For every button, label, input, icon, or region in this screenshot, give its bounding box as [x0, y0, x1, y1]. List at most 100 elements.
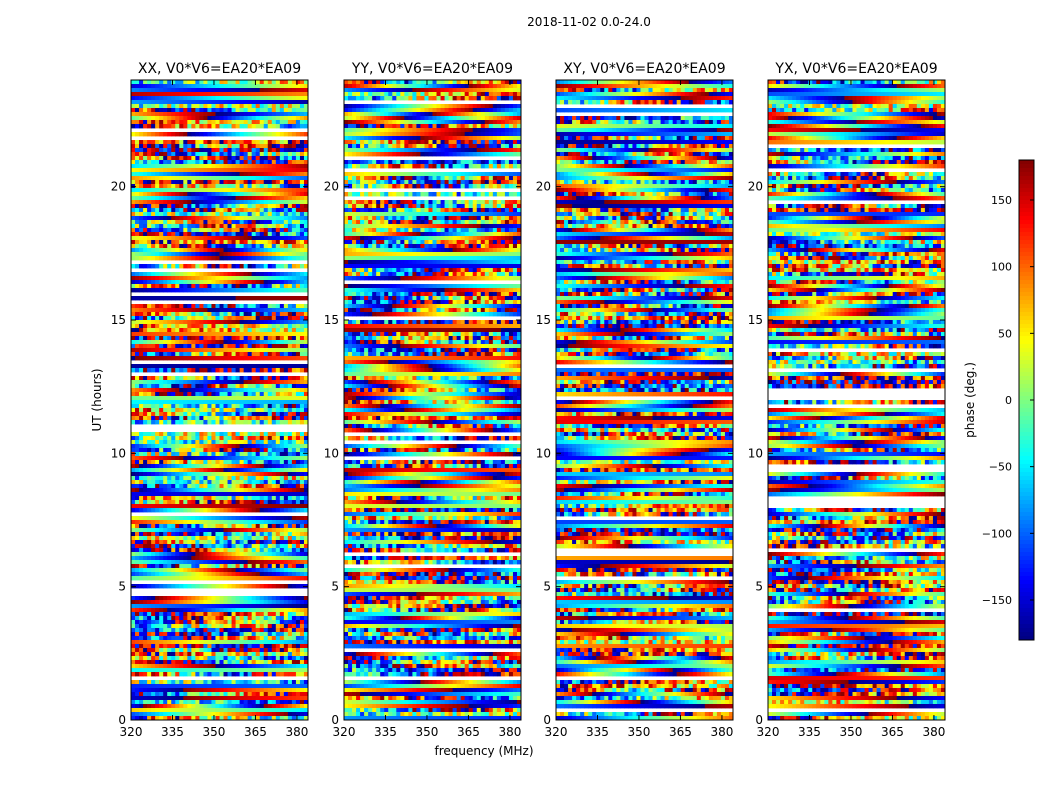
colorbar-step [1019, 516, 1034, 521]
x-tick-label: 335 [586, 725, 609, 739]
y-tick-label: 10 [748, 446, 763, 460]
colorbar-step [1019, 512, 1034, 517]
x-tick-label: 350 [628, 725, 651, 739]
colorbar-step [1019, 268, 1034, 273]
colorbar-step [1019, 392, 1034, 397]
colorbar-tick-label: −150 [982, 594, 1012, 607]
colorbar-step [1019, 624, 1034, 629]
colorbar-step [1019, 212, 1034, 217]
x-tick-label: 335 [374, 725, 397, 739]
colorbar-step [1019, 612, 1034, 617]
x-tick-label: 320 [120, 725, 143, 739]
x-tick-label: 350 [416, 725, 439, 739]
colorbar-step [1019, 404, 1034, 409]
y-tick-label: 20 [324, 180, 339, 194]
colorbar-step [1019, 244, 1034, 249]
colorbar-step [1019, 304, 1034, 309]
colorbar-step [1019, 172, 1034, 177]
colorbar-step [1019, 348, 1034, 353]
colorbar-step [1019, 276, 1034, 281]
x-axis-label: frequency (MHz) [434, 744, 533, 758]
colorbar-step [1019, 396, 1034, 401]
panel-title: XY, V0*V6=EA20*EA09 [563, 61, 725, 77]
colorbar-step [1019, 636, 1034, 641]
colorbar-tick-label: 0 [1005, 394, 1012, 407]
colorbar-step [1019, 384, 1034, 389]
colorbar-step [1019, 600, 1034, 605]
y-tick-label: 15 [324, 313, 339, 327]
heatmap-cells [768, 80, 946, 721]
colorbar-step [1019, 188, 1034, 193]
colorbar-step [1019, 428, 1034, 433]
panel-3: YX, V0*V6=EA20*EA09 320 335 350 365 380 0 5 10 15… [748, 61, 946, 739]
panel-0: XX, V0*V6=EA20*EA09 320 335 350 365 380 0 5 10 15… [90, 61, 309, 739]
colorbar-step [1019, 220, 1034, 225]
colorbar-step [1019, 564, 1034, 569]
x-tick-label: 350 [203, 725, 226, 739]
colorbar-step [1019, 224, 1034, 229]
colorbar-step [1019, 592, 1034, 597]
colorbar-step [1019, 176, 1034, 181]
colorbar-step [1019, 400, 1034, 405]
colorbar-step [1019, 184, 1034, 189]
colorbar-step [1019, 272, 1034, 277]
colorbar-step [1019, 288, 1034, 293]
colorbar-tick-label: 50 [998, 327, 1012, 340]
colorbar-step [1019, 300, 1034, 305]
panel-1: YY, V0*V6=EA20*EA09 320 335 350 365 380 0 5 10 15… [324, 61, 534, 758]
colorbar-step [1019, 352, 1034, 357]
colorbar-step [1019, 344, 1034, 349]
colorbar-step [1019, 312, 1034, 317]
colorbar-step [1019, 216, 1034, 221]
colorbar-step [1019, 336, 1034, 341]
colorbar-step [1019, 412, 1034, 417]
colorbar-step [1019, 540, 1034, 545]
y-tick-label: 10 [536, 446, 551, 460]
colorbar-step [1019, 560, 1034, 565]
colorbar-step [1019, 548, 1034, 553]
colorbar-step [1019, 324, 1034, 329]
colorbar-step [1019, 448, 1034, 453]
colorbar-step [1019, 556, 1034, 561]
colorbar-step [1019, 580, 1034, 585]
colorbar-step [1019, 340, 1034, 345]
colorbar-step [1019, 292, 1034, 297]
colorbar-step [1019, 496, 1034, 501]
y-tick-label: 5 [118, 580, 126, 594]
colorbar-step [1019, 364, 1034, 369]
colorbar-step [1019, 228, 1034, 233]
y-tick-label: 0 [543, 713, 551, 727]
colorbar-step [1019, 632, 1034, 637]
colorbar-step [1019, 456, 1034, 461]
colorbar-step [1019, 420, 1034, 425]
colorbar-step [1019, 464, 1034, 469]
y-tick-label: 15 [748, 313, 763, 327]
colorbar-step [1019, 596, 1034, 601]
plot-frame [767, 79, 946, 721]
colorbar-step [1019, 584, 1034, 589]
colorbar-step [1019, 588, 1034, 593]
colorbar-step [1019, 436, 1034, 441]
colorbar-step [1019, 316, 1034, 321]
colorbar-step [1019, 440, 1034, 445]
panels: XX, V0*V6=EA20*EA09 320 335 350 365 380 0 5 10 15… [90, 61, 946, 758]
colorbar: −150 −100 −50 0 50 100 150 phase (deg.) [963, 159, 1035, 641]
y-tick-label: 20 [536, 180, 551, 194]
x-tick-label: 365 [669, 725, 692, 739]
colorbar-step [1019, 568, 1034, 573]
x-tick-label: 380 [285, 725, 308, 739]
colorbar-step [1019, 264, 1034, 269]
colorbar-step [1019, 328, 1034, 333]
colorbar-step [1019, 424, 1034, 429]
heatmap-cells [344, 80, 522, 721]
y-tick-label: 0 [118, 713, 126, 727]
colorbar-step [1019, 408, 1034, 413]
colorbar-step [1019, 432, 1034, 437]
x-tick-label: 365 [244, 725, 267, 739]
x-tick-label: 350 [840, 725, 863, 739]
y-tick-label: 5 [755, 580, 763, 594]
colorbar-step [1019, 248, 1034, 253]
colorbar-step [1019, 380, 1034, 385]
panel-title: YX, V0*V6=EA20*EA09 [774, 61, 937, 77]
